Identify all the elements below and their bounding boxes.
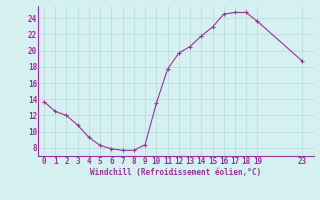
X-axis label: Windchill (Refroidissement éolien,°C): Windchill (Refroidissement éolien,°C) [91,168,261,177]
